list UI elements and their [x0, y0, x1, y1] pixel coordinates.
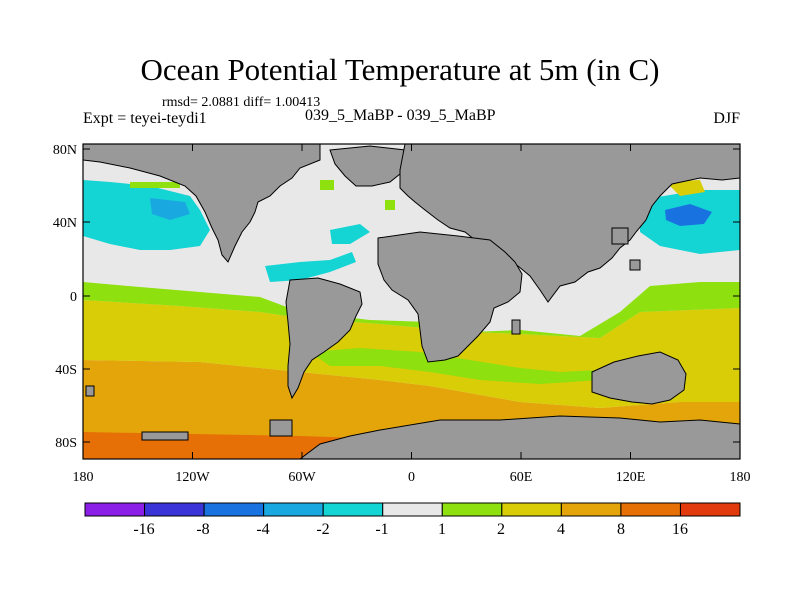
x-tick-label: 180 — [730, 470, 751, 485]
colorbar-box — [322, 502, 384, 517]
field-patch-yellow-north — [666, 180, 705, 196]
colorbar-label: 1 — [438, 521, 446, 538]
colorbar-labels: -16 -8 -4 -2 -1 1 2 4 8 16 — [133, 521, 688, 538]
x-tick-label: 120E — [616, 470, 646, 485]
axis-ticks — [82, 144, 741, 459]
colorbar-label: 8 — [617, 521, 625, 538]
colorbar-label: -2 — [316, 521, 329, 538]
colorbar-label: 16 — [672, 521, 688, 538]
x-tick-label: 120W — [175, 470, 210, 485]
y-tick-labels: 80N 40N 0 40S 80S — [53, 143, 77, 451]
cases-label: 039_5_MaBP - 039_5_MaBP — [305, 107, 496, 124]
colorbar-box — [263, 502, 324, 517]
land-antarctica — [299, 415, 740, 459]
field-patch-green-north — [130, 180, 395, 210]
field-patch-blue-wpac — [665, 204, 712, 226]
colorbar-label: -4 — [256, 521, 269, 538]
experiment-label: Expt = teyei-teydi1 — [83, 110, 207, 127]
field-patch-blue-npac — [150, 198, 190, 220]
x-tick-label: 0 — [408, 470, 415, 485]
colorbar-box — [441, 502, 503, 517]
x-tick-label: 60W — [288, 470, 316, 485]
y-tick-label: 40N — [53, 216, 77, 231]
y-tick-label: 40S — [55, 363, 77, 378]
colorbar-box — [144, 502, 205, 517]
field-patch-cyan-natl2 — [330, 224, 370, 244]
stats-label: rmsd= 2.0881 diff= 1.00413 — [162, 95, 321, 110]
colorbar-label: 4 — [557, 521, 565, 538]
x-tick-labels: 180 120W 60W 0 60E 120E 180 — [73, 470, 751, 485]
colorbar-box — [620, 502, 681, 517]
land-south-america — [285, 277, 363, 400]
colorbar-box — [203, 502, 265, 517]
x-tick-label: 180 — [73, 470, 94, 485]
land-eurasia — [399, 144, 740, 303]
field-band-green-south — [310, 348, 600, 384]
field-patch-cyan-npac — [83, 180, 210, 250]
colorbar-box — [382, 502, 443, 517]
colorbar-box — [84, 502, 146, 517]
land-australia — [591, 351, 687, 405]
land-africa — [377, 231, 523, 363]
y-tick-label: 0 — [70, 290, 77, 305]
field-patch-cyan-natl — [265, 252, 356, 282]
colorbar-box — [679, 502, 741, 517]
colorbar-label: 2 — [497, 521, 505, 538]
season-label: DJF — [713, 110, 740, 127]
land-north-america — [83, 144, 321, 263]
colorbar-box — [501, 502, 562, 517]
colorbar-label: -1 — [375, 521, 388, 538]
y-tick-label: 80N — [53, 143, 77, 158]
y-tick-label: 80S — [55, 436, 77, 451]
land-small-islands — [85, 227, 641, 441]
colorbar-label: -8 — [196, 521, 209, 538]
chart-title: Ocean Potential Temperature at 5m (in C) — [140, 52, 660, 87]
colorbar-label: -16 — [133, 521, 154, 538]
colorbar — [84, 502, 741, 517]
land-masses — [83, 144, 740, 459]
field-band-green — [83, 282, 740, 338]
colorbar-box — [560, 502, 622, 517]
x-tick-label: 60E — [510, 470, 533, 485]
land-greenland — [329, 145, 406, 187]
